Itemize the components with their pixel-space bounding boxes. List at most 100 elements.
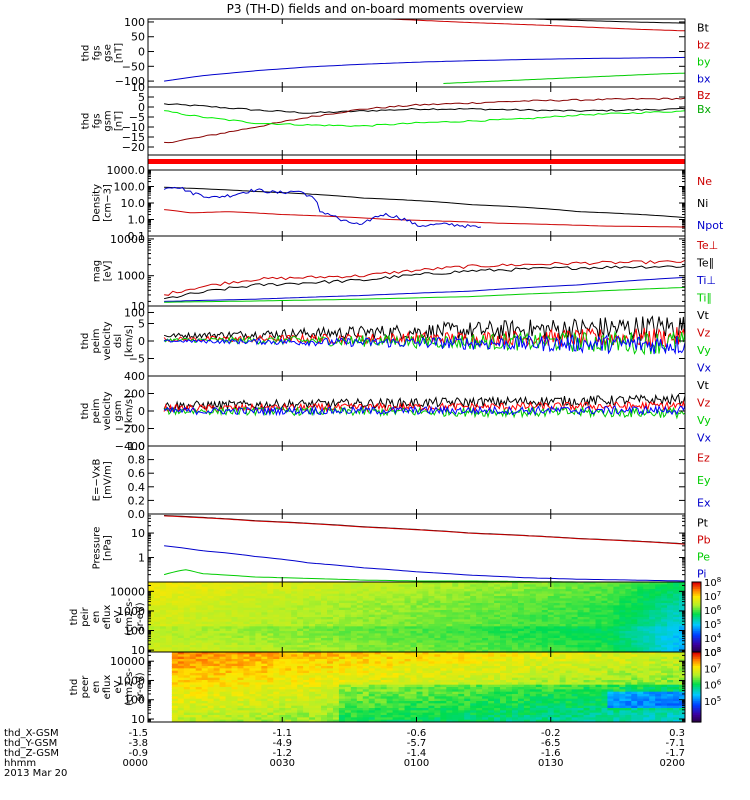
spectrogram-cell (523, 631, 531, 634)
y-tick-label: −20 (122, 141, 145, 154)
spectrogram-cell (303, 661, 310, 665)
spectrogram-cell (273, 661, 280, 665)
spectrogram-cell (303, 712, 310, 716)
spectrogram-cell (279, 645, 286, 648)
spectrogram-cell (315, 701, 322, 704)
spectrogram-cell (285, 603, 292, 606)
spectrogram-cell (237, 659, 245, 662)
spectrogram-cell (553, 642, 561, 646)
spectrogram-cell (261, 600, 268, 604)
spectrogram-cell (523, 642, 531, 646)
spectrogram-cell (297, 645, 304, 648)
spectrogram-cell (237, 631, 245, 634)
spectrogram-cell (416, 712, 424, 716)
spectrogram-cell (207, 607, 215, 611)
spectrogram-cell (410, 596, 418, 599)
spectrogram-cell (267, 633, 274, 637)
spectrogram-cell (315, 666, 322, 669)
spectrogram-cell (159, 689, 167, 693)
spectrogram-cell (404, 712, 412, 716)
spectrogram-cell (529, 638, 537, 641)
spectrogram-cell (625, 621, 632, 625)
spectrogram-cell (517, 614, 525, 618)
spectrogram-cell (404, 703, 412, 707)
spectrogram-cell (488, 624, 495, 627)
spectrogram-cell (201, 605, 209, 609)
spectrogram-cell (440, 710, 447, 714)
colorbar-cell (692, 643, 701, 646)
spectrogram-cell (535, 647, 543, 651)
spectrogram-cell (404, 607, 412, 611)
spectrogram-cell (601, 633, 609, 637)
spectrogram-cell (482, 621, 489, 625)
spectrogram-cell (332, 656, 340, 660)
spectrogram-cell (350, 589, 358, 592)
spectrogram-cell (673, 605, 680, 609)
spectrogram-cell (470, 619, 477, 623)
spectrogram-cell (374, 703, 382, 707)
spectrogram-cell (482, 617, 489, 620)
spectrogram-cell (392, 696, 400, 700)
spectrogram-cell (511, 589, 519, 592)
spectrogram-cell (482, 619, 489, 623)
spectrogram-cell (183, 626, 191, 630)
spectrogram-cell (398, 701, 406, 704)
spectrogram-cell (303, 635, 310, 639)
spectrogram-cell (356, 596, 364, 599)
spectrogram-cell (297, 670, 304, 674)
spectrogram-cell (338, 677, 346, 681)
spectrogram-cell (148, 642, 155, 646)
spectrogram-cell (446, 712, 453, 716)
spectrogram-cell (446, 638, 453, 641)
spectrogram-cell (207, 673, 215, 676)
spectrogram-cell (225, 666, 233, 669)
spectrogram-cell (380, 717, 388, 721)
spectrogram-cell (148, 614, 155, 618)
spectrogram-cell (655, 645, 662, 648)
spectrogram-cell (380, 591, 388, 595)
spectrogram-cell (470, 680, 477, 683)
spectrogram-cell (404, 663, 412, 667)
spectrogram-cell (476, 603, 483, 606)
spectrogram-cell (649, 591, 656, 595)
spectrogram-cell (207, 712, 215, 716)
spectrogram-cell (625, 624, 632, 627)
spectrogram-cell (261, 610, 268, 613)
spectrogram-cell (422, 640, 430, 644)
spectrogram-cell (541, 649, 549, 652)
spectrogram-cell (470, 656, 477, 660)
spectrogram-cell (601, 586, 609, 590)
spectrogram-cell (267, 586, 274, 590)
spectrogram-cell (655, 638, 662, 641)
spectrogram-cell (327, 684, 334, 688)
spectrogram-cell (589, 645, 597, 648)
spectrogram-cell (195, 715, 203, 718)
spectrogram-cell (231, 698, 239, 702)
spectrogram-cell (607, 603, 614, 606)
spectrogram-cell (470, 586, 477, 590)
spectrogram-cell (392, 691, 400, 695)
spectrogram-cell (571, 582, 579, 585)
spectrogram-cell (261, 666, 268, 669)
spectrogram-cell (219, 586, 227, 590)
spectrogram-cell (601, 584, 609, 588)
spectrogram-cell (422, 673, 430, 676)
spectrogram-cell (237, 715, 245, 718)
spectrogram-cell (392, 715, 400, 718)
spectrogram-cell (577, 647, 585, 651)
spectrogram-cell (237, 624, 245, 627)
spectrogram-cell (297, 677, 304, 681)
spectrogram-cell (368, 640, 376, 644)
spectrogram-cell (249, 596, 256, 599)
spectrogram-cell (547, 612, 555, 616)
spectrogram-cell (243, 607, 251, 611)
spectrogram-cell (315, 621, 322, 625)
spectrogram-cell (482, 659, 489, 662)
spectrogram-cell (195, 689, 203, 693)
legend-bz: bz (697, 39, 710, 52)
spectrogram-cell (321, 659, 328, 662)
spectrogram-cell (249, 710, 256, 714)
spectrogram-cell (183, 647, 191, 651)
spectrogram-cell (183, 705, 191, 709)
spectrogram-cell (619, 617, 626, 620)
